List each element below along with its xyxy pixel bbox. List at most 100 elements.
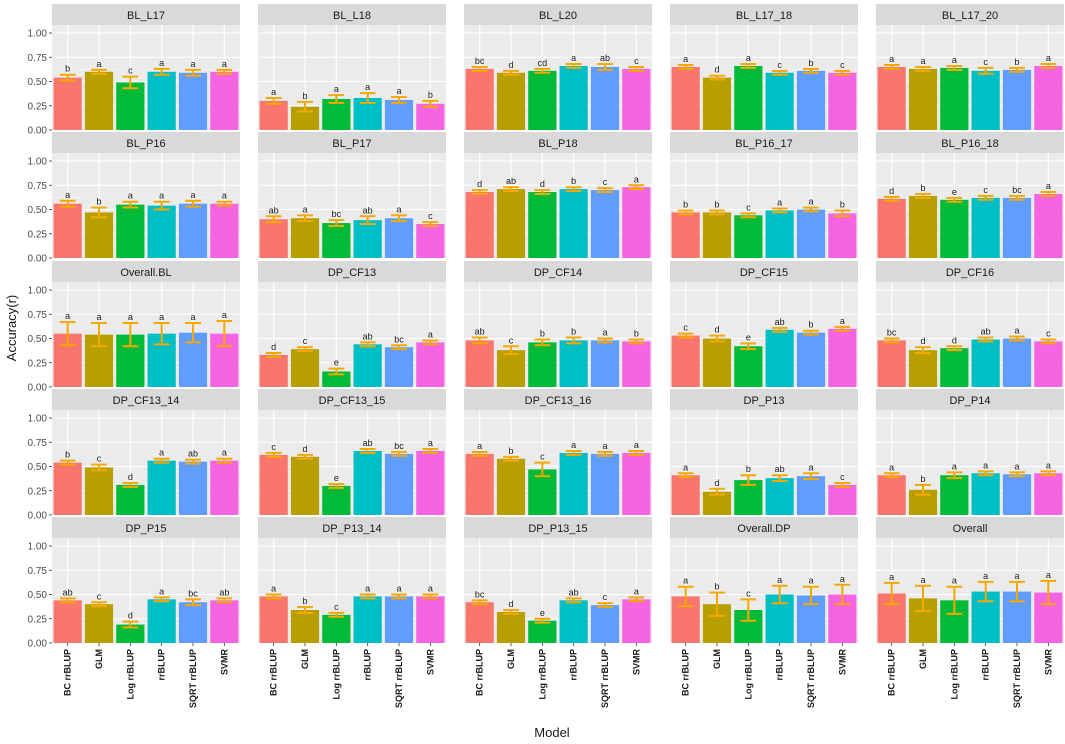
significance-letter: b [540,328,545,338]
facet-strip [670,389,858,410]
significance-letter: b [1014,57,1019,67]
bar-rrblup [971,339,1000,387]
panel-background [670,153,858,258]
x-tick-label: BC rrBLUP [63,649,73,696]
bar-bc-rrblup [259,100,288,130]
significance-letter: b [714,199,719,209]
significance-letter: ab [63,587,73,597]
facet-strip-label: BL_L17_20 [942,10,998,22]
bar-sqrt-rrblup [796,70,826,130]
x-tick-label: rrBLUP [981,649,991,681]
bar-log-rrblup [528,192,557,258]
x-tick-label: SQRT rrBLUP [188,649,198,708]
facet-strip-label: BL_L17 [127,10,165,22]
x-tick-label: SVMR [425,649,435,676]
y-tick-label: 0.25 [28,486,48,497]
bar-bc-rrblup [877,66,906,130]
facet-strip-label: DP_CF13_14 [113,395,180,407]
bar-log-rrblup [734,215,763,258]
significance-letter: a [334,84,339,94]
bar-log-rrblup [116,624,145,643]
bar-log-rrblup [940,199,969,258]
significance-letter: ab [569,587,579,597]
x-tick-label: SVMR [1043,649,1053,676]
significance-letter: a [365,82,370,92]
bar-sqrt-rrblup [1002,474,1032,515]
facet-strip [258,389,446,410]
significance-letter: b [808,58,813,68]
bar-bc-rrblup [465,602,494,643]
facet-strip [464,389,652,410]
facet-strip [876,132,1064,153]
bar-svmr [416,450,445,515]
x-tick-label: Log rrBLUP [743,649,753,700]
facet-strip [258,4,446,25]
facet-strip [876,517,1064,538]
significance-letter: bc [475,589,485,599]
significance-letter: d [128,611,133,621]
bar-bc-rrblup [671,212,700,258]
bar-rrblup [353,220,382,258]
bar-svmr [622,599,651,643]
significance-letter: a [840,574,845,584]
x-tick-label: SQRT rrBLUP [394,649,404,708]
y-tick-label: 0.75 [28,53,48,64]
significance-letter: a [777,198,782,208]
facet-panel-dp-cf13-16: DP_CF13_16a b c a a a [464,389,652,516]
significance-letter: a [808,197,813,207]
significance-letter: a [983,460,988,470]
bar-sqrt-rrblup [796,476,826,515]
facet-panel-overall: Overall a a a a a a [876,517,1064,646]
facet-strip [52,132,240,153]
x-tick-labels: BC rrBLUP GLM Log rrBLUP rrBLUP SQRT rrBLUP S… [63,649,1054,709]
facet-strip-label: BL_P16_18 [941,138,999,150]
bar-bc-rrblup [671,66,700,130]
facet-strip [464,132,652,153]
bar-bc-rrblup [671,335,700,387]
significance-letter: d [714,65,719,75]
significance-letter: c [603,592,608,602]
y-tick-label: 1.00 [28,414,48,425]
significance-letter: a [889,572,894,582]
significance-letter: d [889,186,894,196]
bar-sqrt-rrblup [590,66,620,130]
bar-glm [290,456,320,515]
significance-letter: a [889,462,894,472]
significance-letter: b [508,446,513,456]
significance-letter: d [271,342,276,352]
bar-svmr [1034,65,1063,130]
significance-letter: c [271,442,276,452]
significance-letter: e [952,187,957,197]
significance-letter: b [746,464,751,474]
bar-sqrt-rrblup [1002,338,1032,387]
bar-sqrt-rrblup [178,72,208,130]
bar-rrblup [559,65,588,130]
significance-letter: b [683,199,688,209]
panel-background [670,538,858,643]
facet-strip [876,4,1064,25]
x-tick-label: Log rrBLUP [125,649,135,700]
y-tick-label: 0.50 [28,77,48,88]
y-tick-label: 0.00 [28,383,48,394]
bar-bc-rrblup [259,454,288,515]
facet-strip-label: DP_CF13_16 [525,395,592,407]
bar-bc-rrblup [53,77,82,130]
significance-letter: a [683,54,688,64]
significance-letter: ab [363,438,373,448]
y-tick-label: 0.75 [28,181,48,192]
bar-rrblup [353,344,382,387]
bar-glm [290,349,320,387]
bar-svmr [1034,473,1063,515]
x-tick-label: SVMR [631,649,641,676]
significance-letter: a [920,575,925,585]
y-tick-label: 0.50 [28,334,48,345]
bar-rrblup [559,452,588,515]
bar-rrblup [147,460,176,515]
facet-strip [464,261,652,282]
facet-panel-overall-bl: Overall.BL 0.00 0.25 0.50 0.75 1.00 a a a a a a [28,261,240,394]
bar-glm [84,604,114,643]
bar-bc-rrblup [259,596,288,643]
bar-log-rrblup [322,98,351,130]
bar-sqrt-rrblup [384,347,414,387]
